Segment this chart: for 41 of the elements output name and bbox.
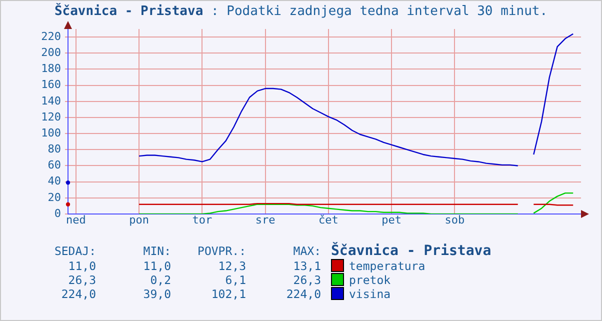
text: 224,0 <box>60 287 96 301</box>
y-tick-label: 140 <box>41 94 61 108</box>
y-tick-label: 200 <box>41 46 61 59</box>
y-tick-label: 40 <box>48 174 61 188</box>
y-tick-label: 160 <box>41 78 61 92</box>
x-tick-label: tor <box>192 213 212 226</box>
text: 26,3 <box>67 273 96 287</box>
y-tick-label: 100 <box>41 126 61 140</box>
legend-label: temperatura <box>348 259 426 273</box>
x-tick-label: pon <box>129 213 149 226</box>
y-tick-label: 80 <box>48 142 61 156</box>
text: MAX: <box>292 243 321 259</box>
x-tick-label: pet <box>382 213 402 226</box>
y-tick-label: 60 <box>48 158 61 172</box>
chart-title: Ščavnica - Pristava <box>54 4 204 19</box>
text: MIN: <box>142 243 171 259</box>
chart-subtitle: : Podatki zadnjega tedna interval 30 minut. <box>210 4 548 19</box>
legend-title: Ščavnica - Pristava <box>330 243 492 259</box>
y-tick-label: 220 <box>41 30 61 43</box>
x-tick-label: sre <box>255 213 276 226</box>
text: 0,2 <box>149 273 171 287</box>
text: 102,1 <box>210 287 246 301</box>
text: 12,3 <box>217 259 246 273</box>
text: POVPR.: <box>196 243 246 259</box>
text: 13,1 <box>292 259 321 273</box>
x-tick-label: ned <box>66 213 86 226</box>
legend-label: visina <box>348 287 392 301</box>
text: 26,3 <box>292 273 321 287</box>
legend-label: pretok <box>348 273 392 287</box>
text: 11,0 <box>142 259 171 273</box>
y-tick-label: 180 <box>41 62 61 76</box>
text: 6,1 <box>224 273 246 287</box>
text: SEDAJ: <box>53 243 96 259</box>
x-tick-label: čet <box>318 213 338 226</box>
text: 11,0 <box>67 259 96 273</box>
text: 39,0 <box>142 287 171 301</box>
y-tick-label: 120 <box>41 110 61 124</box>
x-tick-label: sob <box>444 213 465 226</box>
text: 224,0 <box>285 287 321 301</box>
y-tick-label: 20 <box>48 190 61 204</box>
y-tick-label: 0 <box>54 206 61 220</box>
